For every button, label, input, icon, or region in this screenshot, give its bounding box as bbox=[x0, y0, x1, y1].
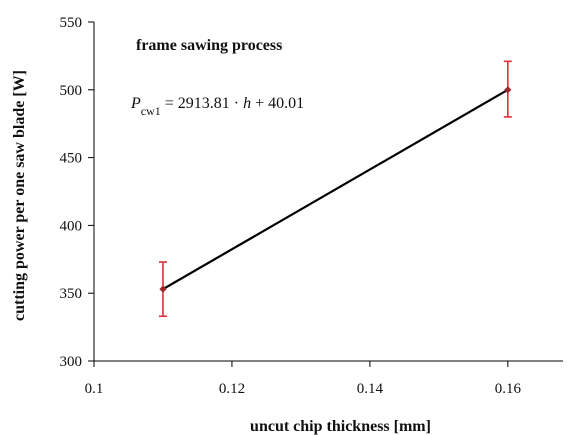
y-tick-label: 350 bbox=[60, 286, 83, 302]
process-label: frame sawing process bbox=[136, 37, 282, 54]
x-tick-label: 0.1 bbox=[85, 381, 104, 397]
data-point bbox=[504, 86, 512, 94]
axes bbox=[93, 22, 563, 362]
y-tick-label: 450 bbox=[60, 151, 83, 167]
y-tick-label: 300 bbox=[60, 354, 83, 370]
plot-series bbox=[158, 60, 512, 318]
y-tick-label: 550 bbox=[60, 15, 83, 31]
equation-variable: h bbox=[243, 95, 251, 112]
series-line bbox=[162, 88, 509, 291]
y-ticks: 300 350 400 450 500 550 bbox=[60, 15, 94, 370]
equation-symbol: P bbox=[130, 95, 141, 112]
equation-rhs-part2: + 40.01 bbox=[251, 95, 304, 112]
x-tick-label: 0.16 bbox=[495, 381, 522, 397]
regression-equation: Pcw1 = 2913.81 · h + 40.01 bbox=[130, 95, 304, 118]
equation-rhs-part1: = 2913.81 · bbox=[161, 95, 243, 112]
x-tick-label: 0.14 bbox=[357, 381, 384, 397]
y-axis-title: cutting power per one saw blade [W] bbox=[11, 70, 28, 321]
x-tick-label: 0.12 bbox=[219, 381, 245, 397]
y-tick-label: 400 bbox=[60, 218, 83, 234]
data-point bbox=[159, 285, 167, 293]
x-ticks: 0.1 0.12 0.14 0.16 bbox=[85, 361, 522, 397]
x-axis-title: uncut chip thickness [mm] bbox=[250, 418, 431, 435]
equation-subscript: cw1 bbox=[141, 104, 161, 118]
y-tick-label: 500 bbox=[60, 83, 83, 99]
